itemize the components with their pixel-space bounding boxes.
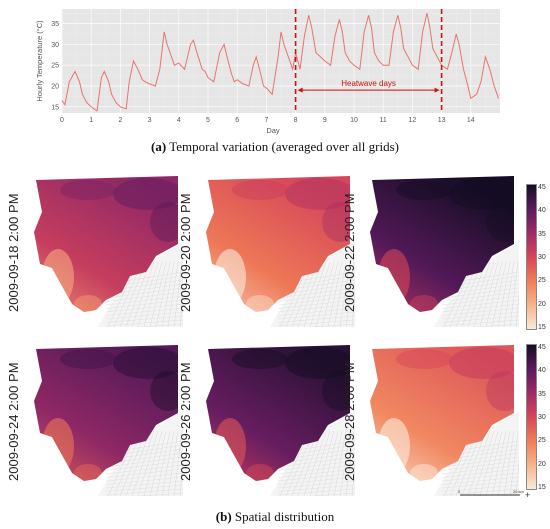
panel-date-label: 2009-09-20 2:00 PM	[178, 193, 193, 312]
caption-b-text: Spatial distribution	[231, 509, 335, 524]
colorbar-tick-label: 40	[538, 207, 546, 215]
colorbar-tick-label: 20	[538, 460, 546, 468]
colorbar-tick-label: 35	[538, 390, 546, 398]
heatmap-panel	[206, 176, 355, 327]
x-axis-label: Day	[266, 126, 280, 135]
caption-b-prefix: (b)	[215, 509, 232, 524]
temperature-series-line	[61, 13, 499, 112]
heatmap-panel	[370, 345, 519, 496]
arrowhead-left-icon	[297, 87, 303, 93]
y-axis-label: Hourly Temperature (°C)	[35, 20, 44, 102]
colorbar-tick-label: 45	[538, 344, 546, 351]
colorbar-tick-label: 40	[538, 367, 546, 375]
x-tick-label: 12	[409, 117, 417, 124]
x-tick-label: 6	[235, 117, 239, 124]
street-grid	[434, 242, 519, 327]
y-tick-label: 15	[51, 104, 59, 111]
colorbar-tick-label: 35	[538, 230, 546, 238]
caption-a-text: Temporal variation (averaged over all gr…	[166, 139, 399, 154]
x-tick-label: 3	[148, 117, 152, 124]
colorbar-tick-label: 15	[538, 484, 546, 491]
colorbar-tick-label: 30	[538, 254, 546, 261]
y-tick-label: 25	[51, 63, 59, 70]
y-tick-label: 35	[51, 21, 59, 28]
colorbar-tick-label: 25	[538, 277, 546, 285]
heatmap-panel	[34, 345, 183, 496]
x-tick-label: 1	[89, 117, 93, 124]
panel-date-label: 2009-09-18 2:00 PM	[6, 193, 21, 312]
north-arrow-icon: +	[525, 490, 530, 500]
x-tick-label: 10	[350, 117, 358, 124]
x-tick-label: 0	[60, 117, 64, 124]
scalebar-right-label: 20 km	[513, 489, 525, 494]
y-tick-label: 20	[51, 83, 59, 90]
heatmap-panel	[206, 345, 355, 496]
x-tick-label: 9	[323, 117, 327, 124]
panel-date-label: 2009-09-26 2:00 PM	[178, 362, 193, 481]
scale-bar: 0 20 km +	[458, 489, 530, 500]
colorbar-tick-label: 15	[538, 324, 546, 331]
colorbar-tick-label: 45	[538, 184, 546, 191]
panel-date-label: 2009-09-22 2:00 PM	[342, 193, 357, 312]
caption-a-prefix: (a)	[151, 139, 167, 154]
x-tick-label: 11	[380, 117, 387, 124]
colorbar-tick-label: 25	[538, 437, 546, 445]
caption-b: (b) Spatial distribution	[0, 509, 550, 525]
panel-date-label: 2009-09-28 2:00 PM	[342, 362, 357, 481]
caption-a: (a) Temporal variation (averaged over al…	[0, 139, 550, 155]
street-grid	[270, 242, 355, 327]
x-tick-label: 13	[438, 117, 446, 124]
y-tick-label: 30	[51, 42, 59, 49]
x-tick-label: 14	[467, 117, 475, 124]
x-tick-label: 7	[264, 117, 268, 124]
colorbar-tick-label: 20	[538, 300, 546, 308]
x-tick-label: 5	[206, 117, 210, 124]
arrowhead-right-icon	[434, 87, 440, 93]
heatmap-panel	[34, 176, 183, 327]
heatwave-label: Heatwave days	[341, 79, 396, 88]
colorbar	[526, 344, 537, 490]
colorbar-tick-label: 30	[538, 414, 546, 421]
x-tick-label: 8	[294, 117, 298, 124]
colorbar	[526, 184, 537, 330]
temperature-line-chart: 0 1 2 3 4 5 6 7 8 9 10 11 12 13 141520253035DayHourly …	[35, 9, 500, 135]
x-tick-label: 2	[118, 117, 122, 124]
heatmap-panel	[370, 176, 519, 327]
x-tick-label: 4	[177, 117, 181, 124]
street-grid	[270, 411, 355, 496]
scalebar-left-label: 0	[458, 489, 461, 494]
panel-date-label: 2009-09-24 2:00 PM	[6, 362, 21, 481]
